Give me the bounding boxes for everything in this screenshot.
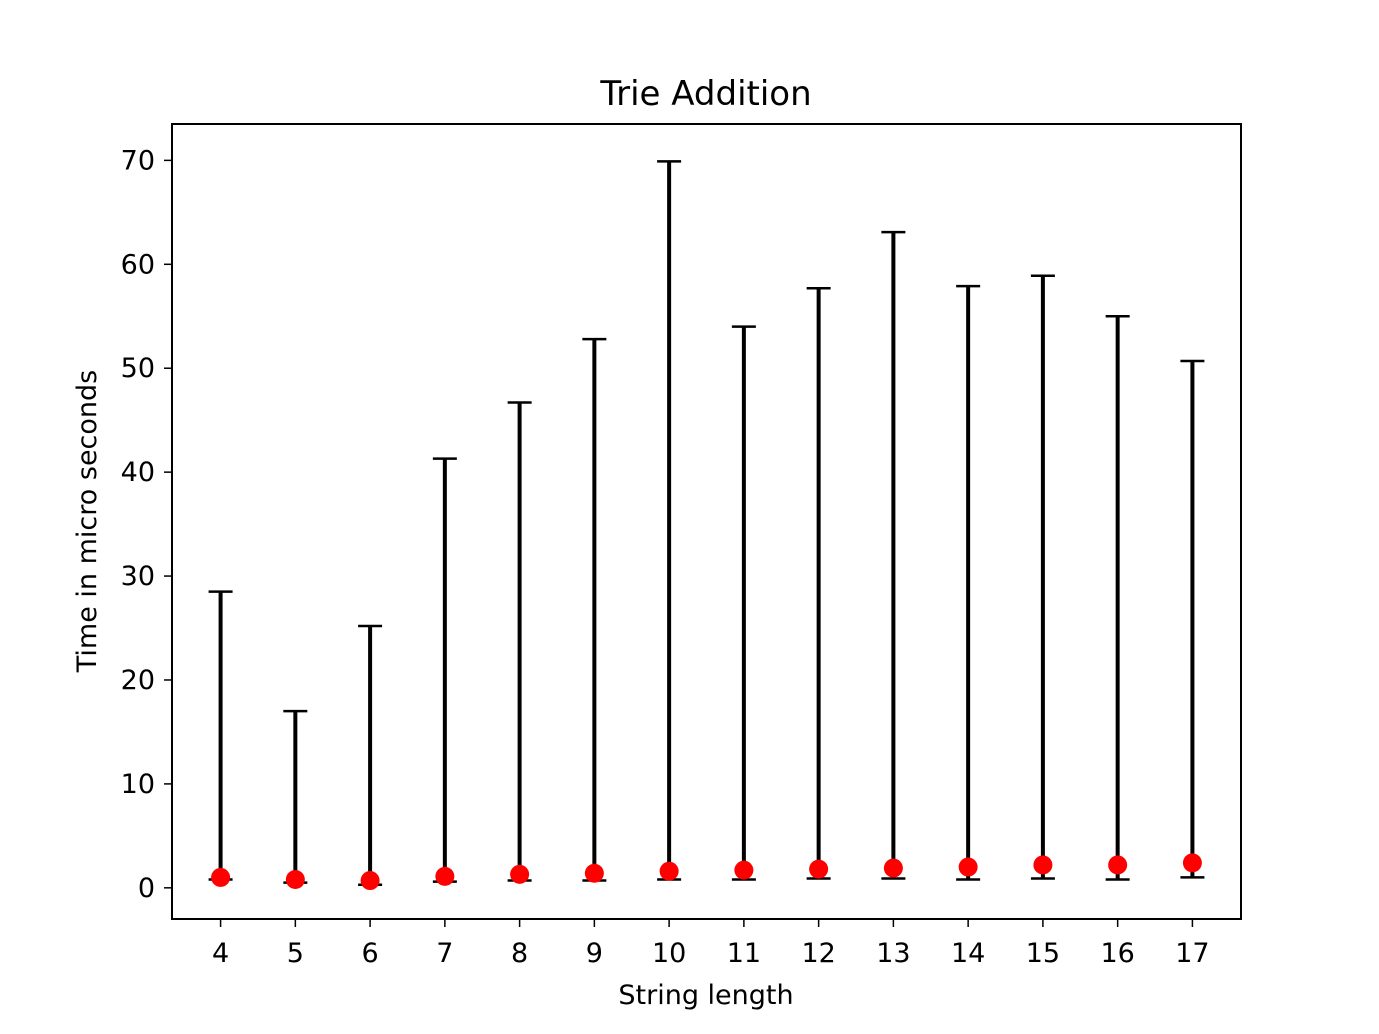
x-tick-label: 14 xyxy=(951,938,985,969)
x-tick-label: 8 xyxy=(511,938,528,969)
data-point xyxy=(435,866,455,886)
data-point xyxy=(809,859,829,879)
data-point xyxy=(510,864,530,884)
y-axis-label: Time in micro seconds xyxy=(72,370,103,673)
data-point xyxy=(1033,855,1053,875)
chart-title: Trie Addition xyxy=(599,74,811,114)
data-point xyxy=(883,858,903,878)
x-tick-label: 13 xyxy=(876,938,910,969)
x-axis-ticks: 4 5 6 7 8 9 10 11 12 13 14 15 16 17 xyxy=(212,919,1210,969)
data-point xyxy=(958,857,978,877)
errorbar-group xyxy=(208,160,1205,886)
marker-group xyxy=(211,853,1202,891)
data-point xyxy=(584,863,604,883)
x-tick-label: 17 xyxy=(1175,938,1209,969)
x-tick-label: 4 xyxy=(212,938,229,969)
data-point xyxy=(734,860,754,880)
x-tick-label: 15 xyxy=(1026,938,1060,969)
y-tick-label: 20 xyxy=(121,665,155,696)
y-tick-label: 30 xyxy=(121,561,155,592)
x-tick-label: 10 xyxy=(652,938,686,969)
y-tick-label: 60 xyxy=(121,249,155,280)
data-point xyxy=(285,870,305,890)
data-point xyxy=(211,867,231,887)
y-tick-label: 50 xyxy=(121,353,155,384)
data-point xyxy=(659,861,679,881)
x-tick-label: 9 xyxy=(586,938,603,969)
x-tick-label: 6 xyxy=(362,938,379,969)
y-tick-label: 70 xyxy=(121,145,155,176)
data-point xyxy=(360,871,380,891)
x-tick-label: 7 xyxy=(436,938,453,969)
plot-frame xyxy=(171,123,1242,920)
data-point xyxy=(1182,853,1202,873)
x-tick-label: 11 xyxy=(727,938,761,969)
x-tick-label: 12 xyxy=(801,938,835,969)
y-axis-ticks: 0 10 20 30 40 50 60 70 xyxy=(121,145,172,904)
data-point xyxy=(1108,855,1128,875)
y-tick-label: 10 xyxy=(121,769,155,800)
x-tick-label: 16 xyxy=(1100,938,1134,969)
y-tick-label: 40 xyxy=(121,457,155,488)
y-tick-label: 0 xyxy=(138,873,155,904)
x-axis-label: String length xyxy=(618,980,793,1011)
x-tick-label: 5 xyxy=(287,938,304,969)
